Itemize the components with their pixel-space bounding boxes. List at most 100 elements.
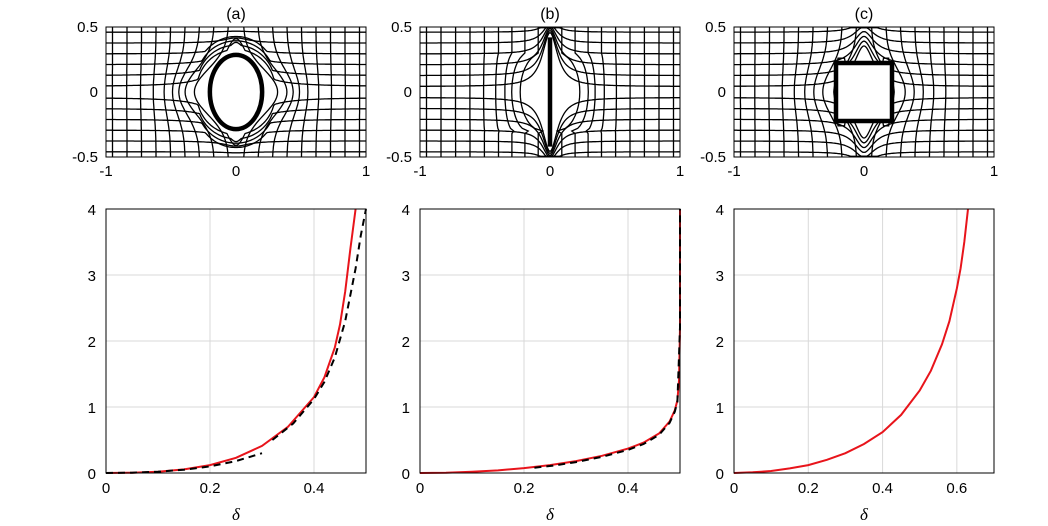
streamlines — [420, 27, 680, 157]
series-line-dashed — [534, 209, 681, 469]
grid — [733, 208, 994, 474]
x-axis-label: δ — [860, 505, 869, 524]
plot-frame — [105, 208, 367, 474]
x-tick-label: 0 — [730, 480, 738, 497]
streamline — [106, 118, 366, 144]
streamline — [106, 129, 366, 149]
streamline — [193, 27, 229, 157]
streamline — [885, 27, 906, 157]
streamline — [943, 27, 947, 157]
y-tick-label: 3 — [402, 268, 410, 285]
x-axis-label: δ — [546, 505, 555, 524]
streamline — [420, 118, 680, 157]
panel-label-a: (a) — [226, 6, 246, 23]
line-chart-b: 0 0.2 0.4 0 1 2 3 4 δ — [402, 202, 681, 524]
x-tick-label: 1 — [362, 163, 370, 180]
streamline — [928, 27, 935, 157]
streamline — [734, 35, 994, 66]
plot-frame — [419, 208, 681, 474]
streamline — [495, 27, 500, 157]
streamline — [315, 27, 320, 157]
streamline — [106, 97, 366, 146]
streamline — [106, 38, 366, 87]
streamline — [152, 27, 157, 157]
streamline — [420, 97, 680, 153]
streamline — [420, 27, 680, 66]
y-tick-label: 1 — [402, 400, 410, 417]
plot-frame — [733, 26, 995, 158]
streamline — [286, 27, 301, 157]
line-chart-c: 0 0.2 0.4 0.6 0 1 2 3 4 δ — [716, 202, 995, 524]
streamline — [106, 40, 366, 66]
x-tick-label: 0 — [232, 163, 240, 180]
streamline — [106, 41, 366, 76]
streamline-plot-b: -1 0 1 -0.5 0 0.5 — [386, 19, 684, 180]
x-tick-label: -1 — [99, 163, 112, 180]
y-tick-label: 2 — [402, 334, 410, 351]
streamline — [171, 27, 186, 157]
y-tick-label: 0 — [88, 466, 96, 483]
streamline — [734, 129, 994, 154]
streamline — [257, 27, 288, 157]
streamline — [914, 27, 924, 157]
streamline — [243, 27, 279, 157]
streamline — [555, 27, 581, 157]
x-tick-label: 0 — [546, 163, 554, 180]
x-tick-label: 0.6 — [946, 480, 967, 497]
x-axis-label: δ — [232, 505, 241, 524]
y-tick-label: 1 — [716, 400, 724, 417]
streamline — [271, 27, 294, 157]
circle-obstacle — [207, 52, 265, 132]
streamline — [329, 27, 333, 157]
x-tick-label: 0.2 — [200, 480, 221, 497]
series-line-red — [733, 208, 969, 474]
streamline — [734, 27, 994, 33]
panel-label-c: (c) — [855, 6, 874, 23]
streamline — [804, 27, 814, 157]
x-tick-label: 1 — [990, 163, 998, 180]
x-tick-label: 0.2 — [514, 480, 535, 497]
y-tick-label: 0 — [90, 84, 98, 101]
square-obstacle — [833, 60, 895, 124]
streamline — [793, 27, 800, 157]
streamline — [420, 31, 680, 87]
y-tick-label: 0 — [404, 84, 412, 101]
streamlines — [106, 27, 366, 157]
x-tick-label: 1 — [676, 163, 684, 180]
streamline — [614, 27, 618, 157]
y-tick-label: -0.5 — [72, 149, 98, 166]
plot-frame — [419, 26, 681, 158]
y-tick-label: 0 — [716, 466, 724, 483]
streamline — [813, 27, 829, 157]
y-tick-label: 0 — [402, 466, 410, 483]
streamline — [106, 35, 366, 55]
series-line-red — [419, 209, 681, 474]
x-tick-label: 0.2 — [798, 480, 819, 497]
streamline — [734, 40, 994, 77]
streamline — [957, 27, 960, 157]
y-tick-label: 0.5 — [391, 19, 412, 36]
streamline — [482, 27, 486, 157]
y-tick-label: 2 — [716, 334, 724, 351]
grid — [105, 208, 366, 474]
y-tick-label: 0.5 — [77, 19, 98, 36]
streamline — [106, 140, 366, 147]
x-tick-label: 0 — [860, 163, 868, 180]
x-tick-label: 0.4 — [304, 480, 325, 497]
x-tick-label: -1 — [727, 163, 740, 180]
y-tick-label: 1 — [88, 400, 96, 417]
streamline-plot-a: -1 0 1 -0.5 0 0.5 — [72, 19, 370, 180]
streamline — [139, 27, 143, 157]
streamline — [734, 107, 994, 144]
streamline — [184, 27, 215, 157]
y-tick-label: 3 — [716, 268, 724, 285]
y-tick-label: 4 — [88, 202, 96, 219]
streamline — [600, 27, 605, 157]
streamline — [504, 27, 515, 157]
x-tick-label: 0 — [416, 480, 424, 497]
streamline — [420, 29, 680, 77]
grid — [419, 208, 680, 474]
y-tick-label: 3 — [88, 268, 96, 285]
streamline — [570, 27, 589, 157]
